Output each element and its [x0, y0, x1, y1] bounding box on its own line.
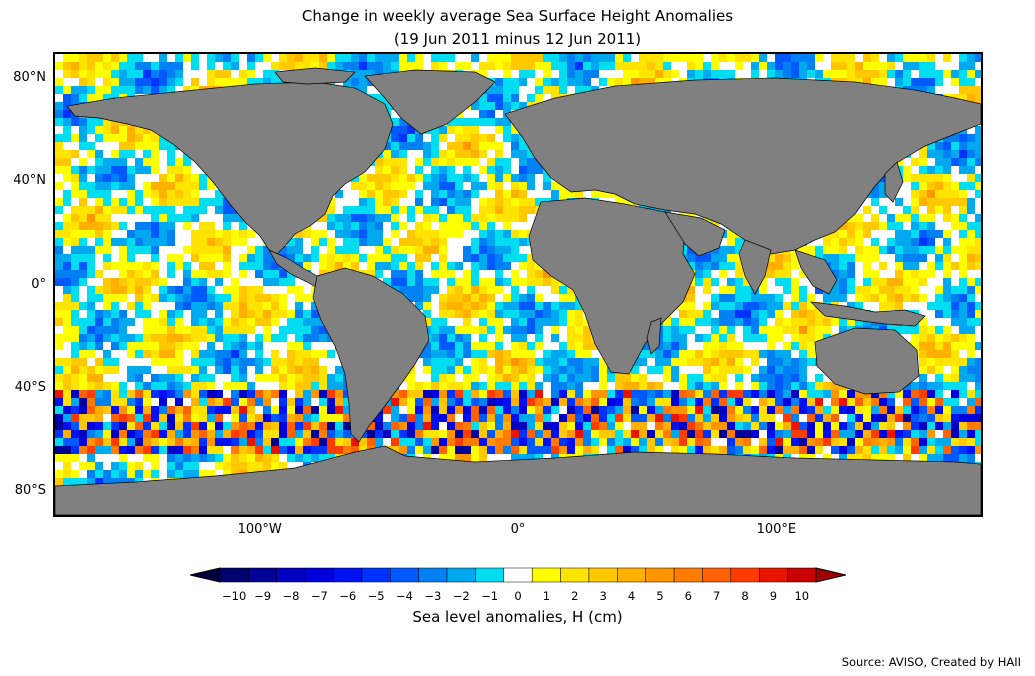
colorbar-extend-max	[815, 567, 846, 583]
colorbar-tick-label: 4	[627, 589, 636, 603]
lon-tick-label: 100°E	[756, 522, 797, 537]
land-madagascar	[646, 317, 662, 355]
colorbar	[190, 567, 846, 583]
chart-title: Change in weekly average Sea Surface Hei…	[301, 7, 734, 25]
lat-tick-label: 80°N	[13, 69, 46, 85]
colorbar-bin	[560, 567, 590, 583]
colorbar-tick-label: 5	[656, 589, 664, 603]
colorbar-tick-label: −5	[367, 589, 385, 603]
chart-subtitle: (19 Jun 2011 minus 12 Jun 2011)	[393, 30, 642, 48]
colorbar-bin	[787, 567, 817, 583]
colorbar-bin	[248, 567, 278, 583]
land-arabia	[664, 211, 726, 257]
colorbar-tick-label: −7	[310, 589, 328, 603]
colorbar-bin	[276, 567, 306, 583]
colorbar-bin	[503, 567, 533, 583]
lat-tick-label: 40°S	[14, 379, 46, 395]
colorbar-bin	[531, 567, 561, 583]
colorbar-tick-label: 6	[684, 589, 692, 603]
colorbar-bin	[361, 567, 391, 583]
colorbar-bin	[617, 567, 646, 583]
colorbar-tick-label: −2	[452, 589, 470, 603]
land-masses	[55, 67, 981, 515]
colorbar-tick-label: 8	[741, 589, 749, 603]
colorbar-bin	[673, 567, 703, 583]
land-southeast-asia	[794, 249, 838, 295]
land-europe-asia	[504, 77, 981, 255]
colorbar-tick-label: 10	[794, 589, 810, 603]
land-australia	[814, 327, 920, 395]
sea-surface-height-map	[55, 54, 981, 515]
land-india	[738, 239, 772, 295]
colorbar-tick-label: −8	[282, 589, 300, 603]
land-north-america	[66, 81, 394, 255]
colorbar-bin	[219, 567, 249, 583]
colorbar-title: Sea level anomalies, H (cm)	[412, 608, 623, 626]
colorbar-bin	[446, 567, 476, 583]
colorbar-bin	[418, 567, 448, 583]
colorbar-tick-label: 9	[769, 589, 778, 603]
colorbar-bin	[645, 567, 675, 583]
map-frame[interactable]	[53, 52, 983, 517]
land-antarctica	[55, 445, 981, 515]
colorbar-tick-label: 3	[599, 589, 607, 603]
colorbar-tick-label: 7	[712, 589, 721, 603]
colorbar-bin	[475, 567, 505, 583]
colorbar-tick-label: 2	[571, 589, 579, 603]
lat-tick-label: 0°	[31, 276, 46, 292]
colorbar-tick-label: −10	[222, 589, 247, 603]
lon-tick-label: 100°W	[237, 522, 282, 537]
colorbar-tick-label: 1	[542, 589, 551, 603]
colorbar-tick-label: −3	[424, 589, 442, 603]
colorbar-bin	[588, 567, 618, 583]
lat-tick-label: 40°N	[13, 173, 46, 189]
colorbar-bin	[390, 567, 419, 583]
colorbar-tick-label: −4	[395, 589, 413, 603]
colorbar-bin	[758, 567, 788, 583]
land-south-america	[312, 267, 430, 443]
lat-tick-label: 80°S	[14, 483, 46, 499]
land-greenland	[364, 69, 496, 135]
colorbar-tick-label: −9	[254, 589, 272, 603]
colorbar-tick-label: −6	[339, 589, 357, 603]
colorbar-extend-min	[190, 567, 221, 583]
colorbar-bin	[730, 567, 760, 583]
colorbar-bin	[333, 567, 363, 583]
colorbar-tick-label: −1	[481, 589, 499, 603]
colorbar-bin	[304, 567, 334, 583]
colorbar-tick-label: 0	[514, 589, 522, 603]
land-indonesia	[810, 301, 926, 327]
source-credit: Source: AVISO, Created by HAII	[841, 655, 1021, 669]
colorbar-bin	[702, 567, 732, 583]
lon-tick-label: 0°	[510, 522, 526, 537]
land-arctic-islands	[274, 67, 356, 85]
land-japan	[884, 161, 904, 203]
